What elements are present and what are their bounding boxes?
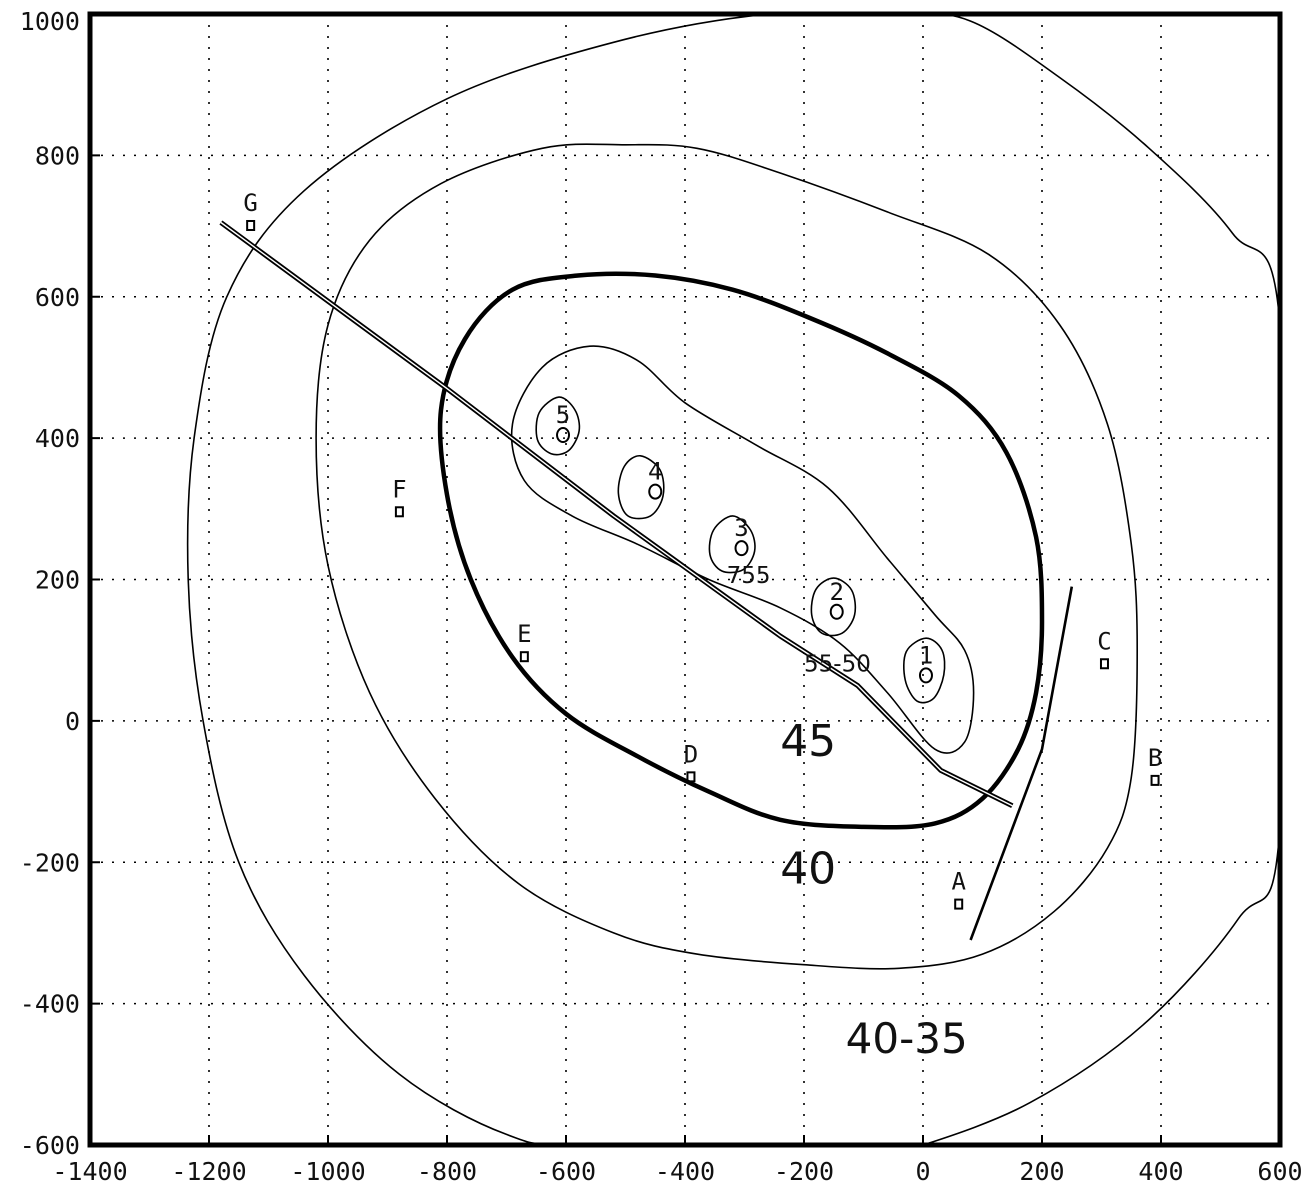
station-marker: [519, 651, 529, 663]
front-line: [969, 586, 1074, 941]
y-tick-label: 600: [35, 283, 80, 312]
station-marker: [1150, 774, 1160, 786]
station-label: A: [951, 868, 966, 896]
x-tick-label: -800: [417, 1157, 477, 1186]
contour-line: [708, 515, 756, 574]
station-marker: [918, 667, 933, 684]
station-label: 2: [829, 578, 843, 606]
contour-line: [437, 271, 1045, 830]
contour-line: [315, 143, 1138, 970]
station-label: D: [684, 740, 698, 768]
contour-line: [535, 396, 581, 456]
y-tick-label: -200: [20, 848, 80, 877]
station-label: G: [243, 189, 257, 217]
contour-annotation: 755: [727, 563, 771, 589]
station-label: C: [1097, 627, 1111, 655]
station-marker: [686, 771, 696, 783]
x-tick-label: -1400: [52, 1157, 127, 1186]
x-tick-label: 200: [1019, 1157, 1064, 1186]
y-tick-label: 1000: [20, 7, 80, 36]
x-tick-label: -1200: [171, 1157, 246, 1186]
contour-annotation: 55-50: [804, 651, 871, 677]
plot-frame: [87, 11, 1283, 1148]
station-label: 1: [919, 641, 933, 669]
station-marker: [648, 483, 663, 500]
contour-annotations: 55-50 45 40 40-35 755: [727, 563, 968, 1063]
station-label: B: [1148, 744, 1162, 772]
station-marker: [394, 506, 404, 518]
front-line-inner: [220, 221, 1013, 807]
station-marker: [246, 219, 256, 231]
x-tick-label: 0: [915, 1157, 930, 1186]
y-tick-label: -600: [20, 1131, 80, 1160]
y-tick-label: 0: [65, 707, 80, 736]
x-tick-label: -600: [536, 1157, 596, 1186]
y-tick-label: 800: [35, 141, 80, 170]
y-tick-label: -400: [20, 990, 80, 1019]
station-label: 3: [734, 514, 748, 542]
station-label: F: [392, 475, 406, 503]
station-label: E: [517, 620, 531, 648]
station-marker: [954, 898, 964, 910]
x-tick-label: 600: [1257, 1157, 1302, 1186]
x-tick-label: -1000: [290, 1157, 365, 1186]
x-tick-label: -400: [655, 1157, 715, 1186]
station-label: 5: [556, 401, 570, 429]
front-lines: [219, 220, 1074, 941]
contour-line: [903, 637, 946, 704]
station-marker: [734, 540, 749, 557]
x-tick-label: -200: [774, 1157, 834, 1186]
contour-annotation: 40: [780, 843, 836, 894]
tick-labels: -1400 -1200 -1000 -800 -600 -400 -200 0 200 400 60…: [20, 7, 1303, 1186]
station-marker: [829, 603, 844, 620]
y-tick-label: 200: [35, 566, 80, 595]
contour-lines: [186, 14, 1280, 1145]
contour-line: [510, 345, 975, 754]
grid-lines: [90, 14, 1280, 1145]
contour-line: [810, 577, 857, 637]
contour-annotation: 40-35: [846, 1014, 968, 1063]
contour-annotation: 45: [780, 716, 836, 767]
station-label: 4: [648, 458, 662, 486]
station-marker: [556, 427, 571, 444]
x-tick-label: 400: [1138, 1157, 1183, 1186]
contour-line: [617, 454, 665, 520]
station-marker: [1099, 658, 1109, 670]
y-tick-label: 400: [35, 424, 80, 453]
